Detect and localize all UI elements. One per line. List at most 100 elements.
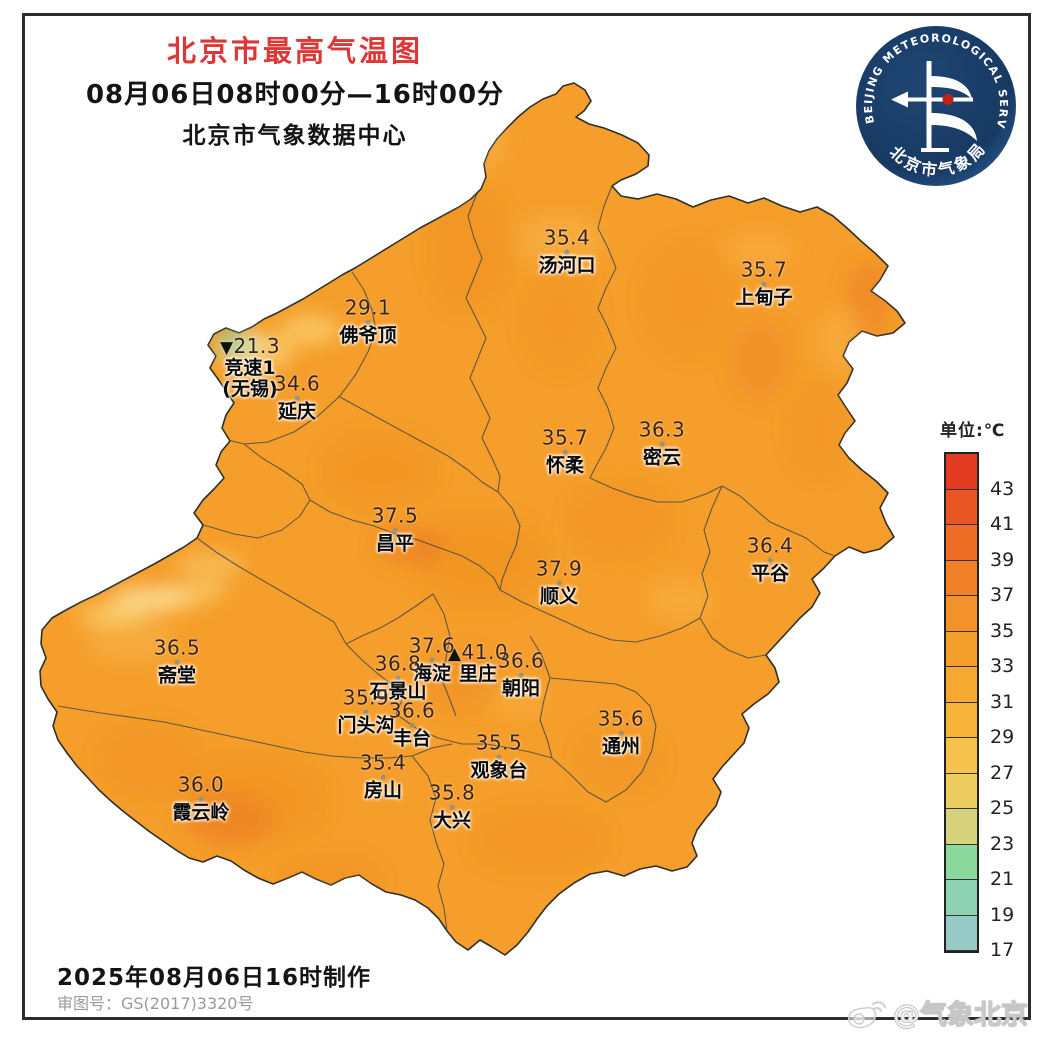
station: 36.6 朝阳 [498, 649, 545, 701]
station-value: ▼21.3 [219, 334, 281, 359]
station: 35.5 观象台 [470, 730, 528, 783]
district-boundaries [57, 176, 836, 932]
station-dot-icon [429, 658, 435, 664]
legend-tick-label: 23 [990, 832, 1015, 855]
legend-tick-label: 41 [990, 513, 1015, 535]
station-value: 35.8 [428, 780, 476, 805]
station: 37.6 海淀 [408, 633, 456, 686]
data-source: 北京市气象数据中心 [182, 123, 408, 149]
station-dot-icon [564, 250, 570, 256]
station-dot-icon [767, 558, 773, 564]
station: 35.7 上甸子 [735, 258, 793, 310]
station-name: 门头沟 [337, 715, 395, 738]
min-temp-marker-icon: ▼ [219, 338, 234, 359]
station-value: 36.5 [153, 635, 201, 660]
station: 36.4 平谷 [746, 533, 794, 586]
station-name: 汤河口 [538, 255, 596, 278]
station: 35.4 房山 [359, 750, 407, 803]
station-value: 36.8 [374, 651, 422, 676]
weather-vane-icon [891, 61, 977, 152]
legend-tick-label: 29 [990, 726, 1015, 748]
legend-segment [946, 915, 977, 951]
legend-segment [946, 454, 977, 490]
station-name: 霞云岭 [172, 802, 230, 825]
station-value: 35.5 [475, 730, 523, 755]
legend-tick-label: 35 [990, 619, 1015, 642]
temperature-legend: 单位:℃ 43 41 39 37 35 33 31 29 27 25 23 21 19 17 [940, 416, 1014, 961]
station-dot-icon [562, 450, 568, 456]
legend-tick-label: 37 [990, 584, 1015, 606]
station-dot-icon [395, 676, 401, 682]
station-value: 35.4 [543, 225, 591, 250]
station-dot-icon [392, 528, 398, 534]
logo-circle [856, 26, 1016, 186]
legend-segment [946, 702, 977, 738]
station-dot-icon [496, 755, 502, 761]
legend-segment [946, 525, 977, 561]
legend-tick-label: 43 [990, 477, 1015, 500]
station-dot-icon [409, 723, 415, 729]
station-name: 密云 [642, 447, 681, 470]
station-name: 昌平 [375, 533, 414, 556]
station-name: 石景山 [369, 681, 427, 704]
legend-tick-label: 25 [990, 797, 1015, 819]
station-value: 29.1 [344, 295, 392, 320]
station-name: 上甸子 [735, 287, 793, 310]
legend-tick-label: 19 [990, 903, 1015, 926]
station-value: 35.4 [359, 750, 407, 775]
station-name: 斋堂 [157, 665, 196, 688]
station-name: 里庄 [458, 662, 498, 685]
station: 36.6 丰台 [388, 698, 436, 751]
station-name-line2: (无锡) [222, 378, 278, 401]
station-dot-icon [198, 797, 204, 803]
station-name: 顺义 [539, 586, 578, 609]
station-name: 通州 [601, 736, 640, 759]
station-dot-icon [659, 442, 665, 448]
legend-tick-label: 27 [990, 761, 1015, 784]
station-value: ▲41.0 [447, 639, 509, 664]
station: 34.6 延庆 [274, 372, 321, 424]
station: 36.8 石景山 [369, 651, 427, 704]
station: 36.5 斋堂 [153, 635, 201, 688]
station-value: 37.5 [371, 503, 419, 528]
page-title: 北京市最高气温图 [166, 34, 423, 68]
watermark: @气象北京 [845, 993, 1029, 1032]
station: 36.3 密云 [638, 417, 686, 470]
legend-segment [946, 844, 977, 880]
station-dot-icon [449, 805, 455, 811]
station-value: 35.7 [541, 425, 589, 450]
station: 37.9 顺义 [536, 557, 583, 609]
station-name: 丰台 [392, 728, 431, 751]
legend-tick-label: 31 [990, 690, 1015, 713]
station-value: 36.3 [638, 417, 686, 442]
weibo-icon [847, 1000, 886, 1028]
station-value: 35.6 [597, 706, 645, 731]
station: 37.5 昌平 [371, 503, 419, 556]
station: ▼21.3 竞速1 (无锡) [220, 335, 280, 401]
station: 35.6 通州 [597, 706, 645, 759]
station-name: 朝阳 [501, 678, 540, 701]
station-name: 竞速1 [224, 357, 276, 380]
station: 35.7 怀柔 [541, 425, 589, 478]
station: 29.1 佛爷顶 [339, 295, 396, 348]
station-value: 36.6 [388, 698, 436, 723]
station: 35.9 门头沟 [337, 686, 395, 738]
max-temp-marker-icon: ▲ [447, 643, 462, 664]
station-name: 延庆 [277, 401, 316, 424]
legend-tick-label: 39 [990, 548, 1015, 571]
legend-unit-label: 单位:℃ [940, 421, 1006, 441]
station-name: 观象台 [470, 760, 528, 783]
production-time: 2025年08月06日16时制作 [57, 965, 372, 991]
station-dot-icon [363, 710, 369, 716]
station-value: 37.6 [408, 633, 456, 658]
legend-segment [946, 738, 977, 774]
station-value: 36.4 [746, 533, 794, 558]
station-dot-icon [556, 581, 562, 587]
station: 35.8 大兴 [428, 780, 476, 833]
station-dot-icon [518, 673, 524, 679]
station-dot-icon [618, 731, 624, 737]
legend-segment [946, 596, 977, 632]
border-frame [22, 13, 1031, 1020]
time-range: 08月06日08时00分—16时00分 [85, 80, 505, 110]
